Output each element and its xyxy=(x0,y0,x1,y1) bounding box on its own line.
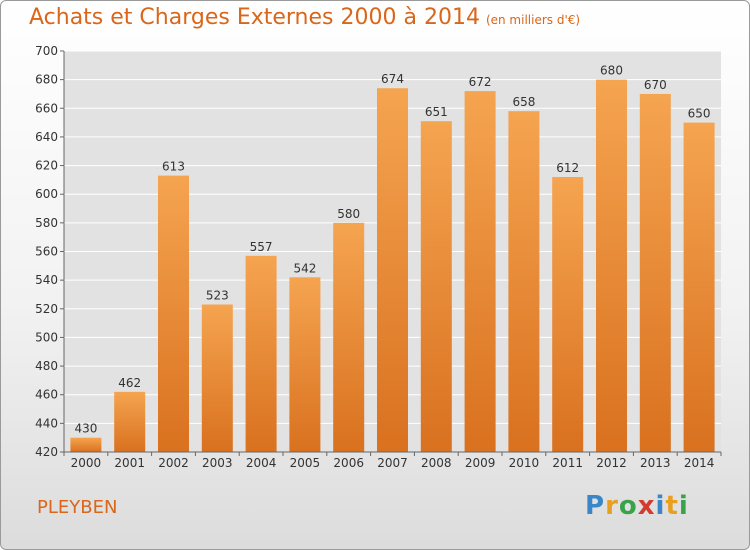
bar-2001 xyxy=(114,391,146,452)
x-tick-label-2003: 2003 xyxy=(202,456,233,470)
y-tick-label: 460 xyxy=(35,388,58,402)
data-label-2013: 670 xyxy=(644,78,667,92)
bar-2006 xyxy=(333,222,365,452)
bar-2014 xyxy=(683,122,715,452)
bar-2011 xyxy=(552,177,584,452)
chart-title-text: Achats et Charges Externes 2000 à 2014 xyxy=(29,5,480,30)
data-label-2011: 612 xyxy=(556,161,579,175)
axes: 420 440 460 480 500 520 540 560 580 600 620 640 660 6… xyxy=(35,44,722,470)
x-tick-label-2005: 2005 xyxy=(290,456,321,470)
logo-letter: x xyxy=(637,491,656,521)
bar-2000 xyxy=(70,437,102,452)
commune-name: PLEYBEN xyxy=(37,497,118,518)
x-tick-label-2008: 2008 xyxy=(421,456,452,470)
y-tick-label: 480 xyxy=(35,359,58,373)
data-label-2000: 430 xyxy=(74,422,97,436)
x-tick-label-2004: 2004 xyxy=(246,456,277,470)
data-label-2003: 523 xyxy=(206,288,229,302)
logo-letter: t xyxy=(665,491,679,521)
bars: 430 462 613 523 557 542 580 674 651 672 658 612 680 6… xyxy=(70,64,715,453)
logo-letter: i xyxy=(678,491,689,521)
y-tick-label: 540 xyxy=(35,273,58,287)
y-tick-label: 580 xyxy=(35,216,58,230)
x-tick-label-2012: 2012 xyxy=(596,456,627,470)
logo-letter: i xyxy=(655,491,666,521)
data-label-2002: 613 xyxy=(162,160,185,174)
x-tick-label-2011: 2011 xyxy=(552,456,583,470)
y-tick-label: 420 xyxy=(35,445,58,459)
y-tick-label: 700 xyxy=(35,44,58,58)
data-label-2009: 672 xyxy=(469,75,492,89)
bar-2010 xyxy=(508,111,540,453)
x-tick-label-2009: 2009 xyxy=(465,456,496,470)
bar-2008 xyxy=(420,121,452,453)
data-label-2005: 542 xyxy=(293,261,316,275)
x-tick-label-2000: 2000 xyxy=(71,456,102,470)
y-tick-label: 640 xyxy=(35,130,58,144)
data-label-2004: 557 xyxy=(250,240,273,254)
bar-2007 xyxy=(377,88,408,452)
x-tick-label-2006: 2006 xyxy=(333,456,364,470)
y-tick-label: 680 xyxy=(35,73,58,87)
bar-2002 xyxy=(158,175,189,452)
data-label-2001: 462 xyxy=(118,376,141,390)
x-tick-label-2010: 2010 xyxy=(509,456,540,470)
data-label-2008: 651 xyxy=(425,105,448,119)
x-tick-label-2013: 2013 xyxy=(640,456,671,470)
bar-2013 xyxy=(639,93,671,452)
bar-2009 xyxy=(464,91,496,452)
logo-letter: P xyxy=(585,491,606,521)
y-tick-label: 600 xyxy=(35,187,58,201)
bar-2005 xyxy=(289,277,321,452)
chart-subtitle: (en milliers d'€) xyxy=(485,13,581,27)
bar-2012 xyxy=(596,79,627,453)
x-tick-label-2014: 2014 xyxy=(684,456,715,470)
chart-title: Achats et Charges Externes 2000 à 2014 (e… xyxy=(29,5,580,30)
bar-2004 xyxy=(245,255,277,452)
y-tick-label: 660 xyxy=(35,101,58,115)
data-label-2012: 680 xyxy=(600,64,623,78)
y-tick-label: 500 xyxy=(35,330,58,344)
data-label-2007: 674 xyxy=(381,72,404,86)
bar-2003 xyxy=(201,304,233,452)
x-tick-label-2002: 2002 xyxy=(158,456,189,470)
y-tick-label: 620 xyxy=(35,159,58,173)
y-tick-label: 440 xyxy=(35,416,58,430)
y-tick-label: 520 xyxy=(35,302,58,316)
data-label-2006: 580 xyxy=(337,207,360,221)
data-label-2010: 658 xyxy=(512,95,535,109)
logo-letter: o xyxy=(618,491,638,521)
x-tick-label-2001: 2001 xyxy=(114,456,145,470)
logo-letter: r xyxy=(605,491,619,521)
x-tick-label-2007: 2007 xyxy=(377,456,408,470)
data-label-2014: 650 xyxy=(688,107,711,121)
proxiti-logo: Proxiti xyxy=(585,491,689,521)
y-tick-label: 560 xyxy=(35,245,58,259)
